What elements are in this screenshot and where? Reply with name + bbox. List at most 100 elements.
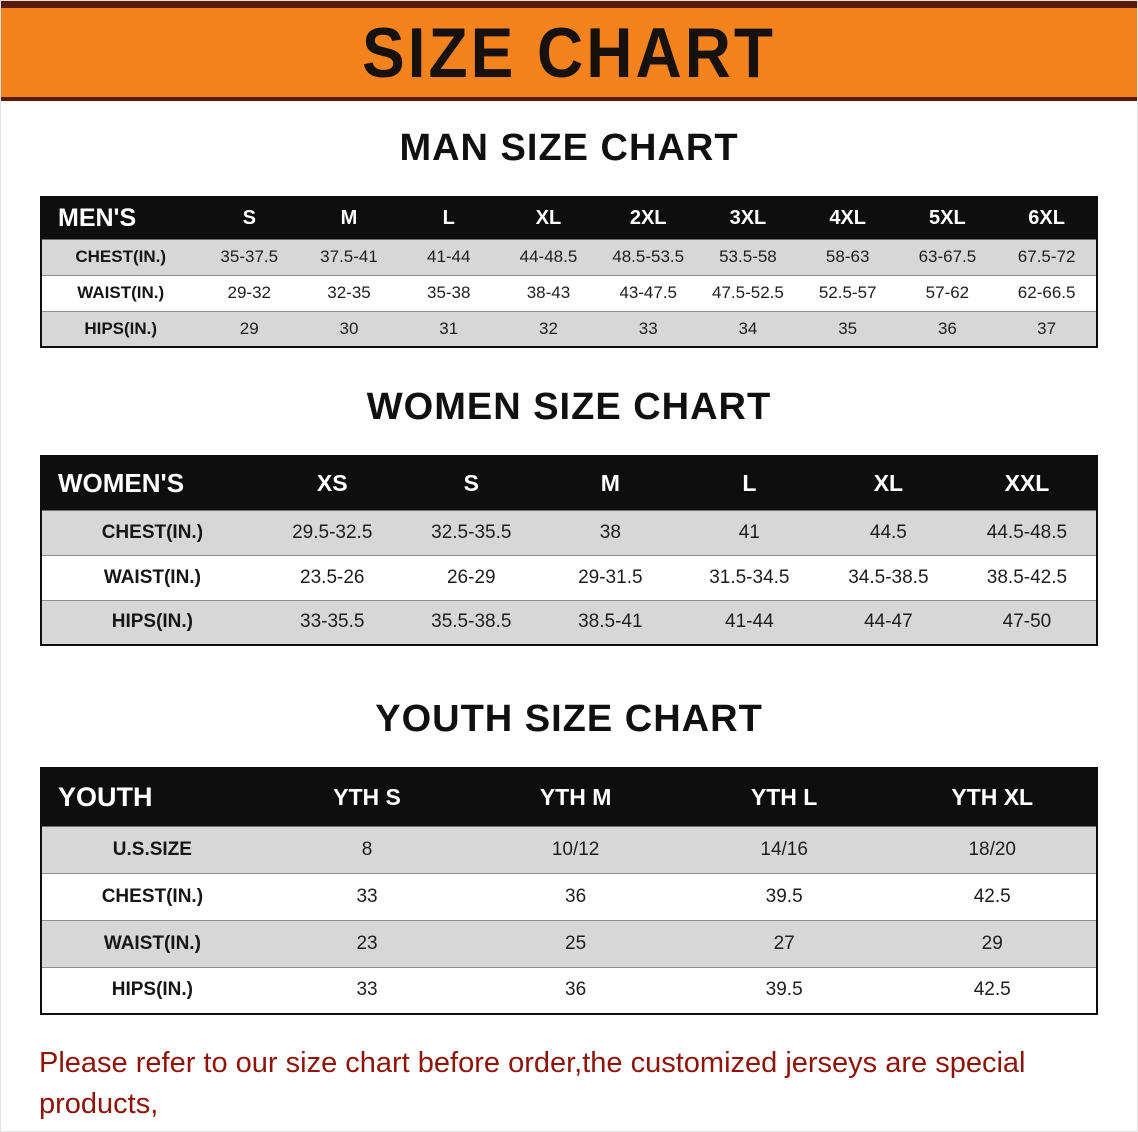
value-cell: 41-44: [426, 247, 471, 266]
row-label-cell: CHEST(IN.): [75, 247, 167, 266]
value-cell: 38: [599, 521, 621, 543]
men-size-table: MEN'S S M L XL 2XL 3XL 4XL 5XL 6XL CHEST(IN.) 35-37…: [40, 196, 1098, 348]
value-cell: 58-63: [825, 247, 870, 266]
table-row: WAIST(IN.) 23 25 27 29: [41, 920, 1097, 967]
value-cell: 41: [738, 521, 760, 543]
size-header-cell: M: [540, 456, 680, 510]
value-cell: 23: [356, 932, 378, 954]
size-chart-content: MAN SIZE CHART MEN'S S M L XL 2XL 3XL 4XL 5XL 6XL…: [1, 127, 1137, 1131]
table-row: WAIST(IN.) 29-32 32-35 35-38 38-43 43-47.5 47.…: [41, 275, 1097, 311]
men-section: MAN SIZE CHART MEN'S S M L XL 2XL 3XL 4XL 5XL 6XL…: [1, 127, 1137, 348]
value-cell: 18/20: [968, 838, 1016, 860]
value-cell: 31.5-34.5: [709, 566, 790, 588]
value-cell: 42.5: [973, 979, 1011, 1001]
value-cell: 44-47: [864, 611, 913, 633]
row-label-cell: HIPS(IN.): [111, 611, 194, 633]
value-cell: 53.5-58: [719, 247, 777, 266]
size-header-cell: S: [199, 197, 300, 239]
size-header-cell: YTH S: [262, 768, 472, 826]
women-size-table: WOMEN'S XS S M L XL XXL CHEST(IN.) 29.5-32.5 32.5…: [40, 455, 1098, 646]
value-cell: 47-50: [1002, 611, 1052, 633]
table-row: CHEST(IN.) 29.5-32.5 32.5-35.5 38 41 44.5 44.5…: [41, 510, 1097, 555]
women-section-heading: WOMEN SIZE CHART: [366, 386, 772, 428]
size-header-cell: S: [401, 456, 541, 510]
value-cell: 44.5-48.5: [986, 521, 1068, 543]
footer-note: Please refer to our size chart before or…: [39, 1043, 1099, 1131]
value-cell: 36: [937, 318, 957, 338]
value-cell: 36: [565, 979, 587, 1001]
size-header-cell: 4XL: [797, 197, 898, 239]
value-cell: 63-67.5: [918, 247, 977, 266]
size-header-cell: M: [299, 197, 399, 239]
value-cell: 48.5-53.5: [612, 247, 685, 266]
value-cell: 29: [981, 932, 1003, 954]
value-cell: 34: [738, 318, 758, 338]
value-cell: 35: [838, 318, 858, 338]
value-cell: 42.5: [973, 885, 1011, 907]
row-label-cell: WAIST(IN.): [103, 932, 201, 954]
value-cell: 38.5-41: [578, 611, 643, 633]
value-cell: 8: [361, 838, 373, 860]
row-label-cell: WAIST(IN.): [103, 566, 201, 588]
value-cell: 23.5-26: [300, 566, 365, 588]
row-label-cell: HIPS(IN.): [111, 979, 194, 1001]
women-section: WOMEN SIZE CHART WOMEN'S XS S M L XL XXL CHEST(…: [1, 386, 1137, 646]
value-cell: 62-66.5: [1017, 283, 1076, 302]
value-cell: 35.5-38.5: [431, 611, 512, 633]
row-label-cell: WAIST(IN.): [77, 283, 165, 302]
value-cell: 36: [565, 885, 587, 907]
value-cell: 14/16: [760, 838, 808, 860]
value-cell: 67.5-72: [1017, 247, 1076, 266]
row-label-cell: U.S.SIZE: [112, 838, 192, 860]
table-row: HIPS(IN.) 33-35.5 35.5-38.5 38.5-41 41-44 44-…: [41, 600, 1097, 645]
value-cell: 39.5: [765, 885, 803, 907]
size-header-cell: XL: [498, 197, 599, 239]
value-cell: 32.5-35.5: [431, 521, 512, 543]
value-cell: 32: [539, 318, 558, 338]
size-header-cell: 6XL: [997, 197, 1097, 239]
size-header-cell: XXL: [957, 456, 1097, 510]
size-header-cell: YTH L: [679, 768, 889, 826]
row-label-cell: CHEST(IN.): [101, 521, 204, 543]
value-cell: 35-37.5: [220, 247, 279, 266]
value-cell: 41-44: [725, 611, 774, 633]
value-cell: 44.5: [869, 521, 907, 543]
value-cell: 26-29: [446, 566, 496, 588]
page-title: SIZE CHART: [362, 12, 776, 93]
value-cell: 33: [356, 979, 378, 1001]
value-cell: 33: [356, 885, 378, 907]
value-cell: 52.5-57: [818, 283, 877, 302]
table-row: WAIST(IN.) 23.5-26 26-29 29-31.5 31.5-34.5 34…: [41, 555, 1097, 600]
value-cell: 33-35.5: [300, 611, 365, 633]
value-cell: 32-35: [327, 283, 371, 302]
size-header-cell: L: [398, 197, 499, 239]
value-cell: 29.5-32.5: [292, 521, 373, 543]
value-cell: 39.5: [765, 979, 803, 1001]
value-cell: 29-32: [227, 283, 271, 302]
youth-section: YOUTH SIZE CHART YOUTH YTH S YTH M YTH L YTH…: [1, 698, 1137, 1015]
value-cell: 38.5-42.5: [986, 566, 1068, 588]
value-cell: 37.5-41: [320, 247, 378, 266]
value-cell: 37: [1037, 318, 1057, 338]
size-header-cell: XL: [818, 456, 958, 510]
value-cell: 25: [565, 932, 587, 954]
banner: SIZE CHART: [1, 1, 1137, 101]
value-cell: 34.5-38.5: [848, 566, 929, 588]
men-section-heading: MAN SIZE CHART: [399, 127, 739, 169]
table-title-cell: MEN'S: [41, 197, 200, 239]
table-title-cell: YOUTH: [41, 768, 263, 826]
table-row: CHEST(IN.) 35-37.5 37.5-41 41-44 44-48.5 48.5…: [41, 239, 1097, 275]
value-cell: 33: [638, 318, 658, 338]
footer-note-line2: we don't accept cancel, change, teturn o…: [39, 1125, 1099, 1131]
table-row: HIPS(IN.) 33 36 39.5 42.5: [41, 967, 1097, 1014]
row-label-cell: HIPS(IN.): [84, 318, 158, 338]
size-header-cell: L: [679, 456, 819, 510]
size-header-cell: 5XL: [897, 197, 998, 239]
value-cell: 44-48.5: [519, 247, 578, 266]
value-cell: 43-47.5: [619, 283, 678, 302]
youth-size-table: YOUTH YTH S YTH M YTH L YTH XL U.S.SIZE 8 10/12…: [40, 767, 1098, 1015]
footer-note-line1: Please refer to our size chart before or…: [39, 1047, 1026, 1121]
table-row: HIPS(IN.) 29 30 31 32 33 34 35 36 37: [41, 311, 1097, 347]
value-cell: 30: [339, 318, 359, 338]
